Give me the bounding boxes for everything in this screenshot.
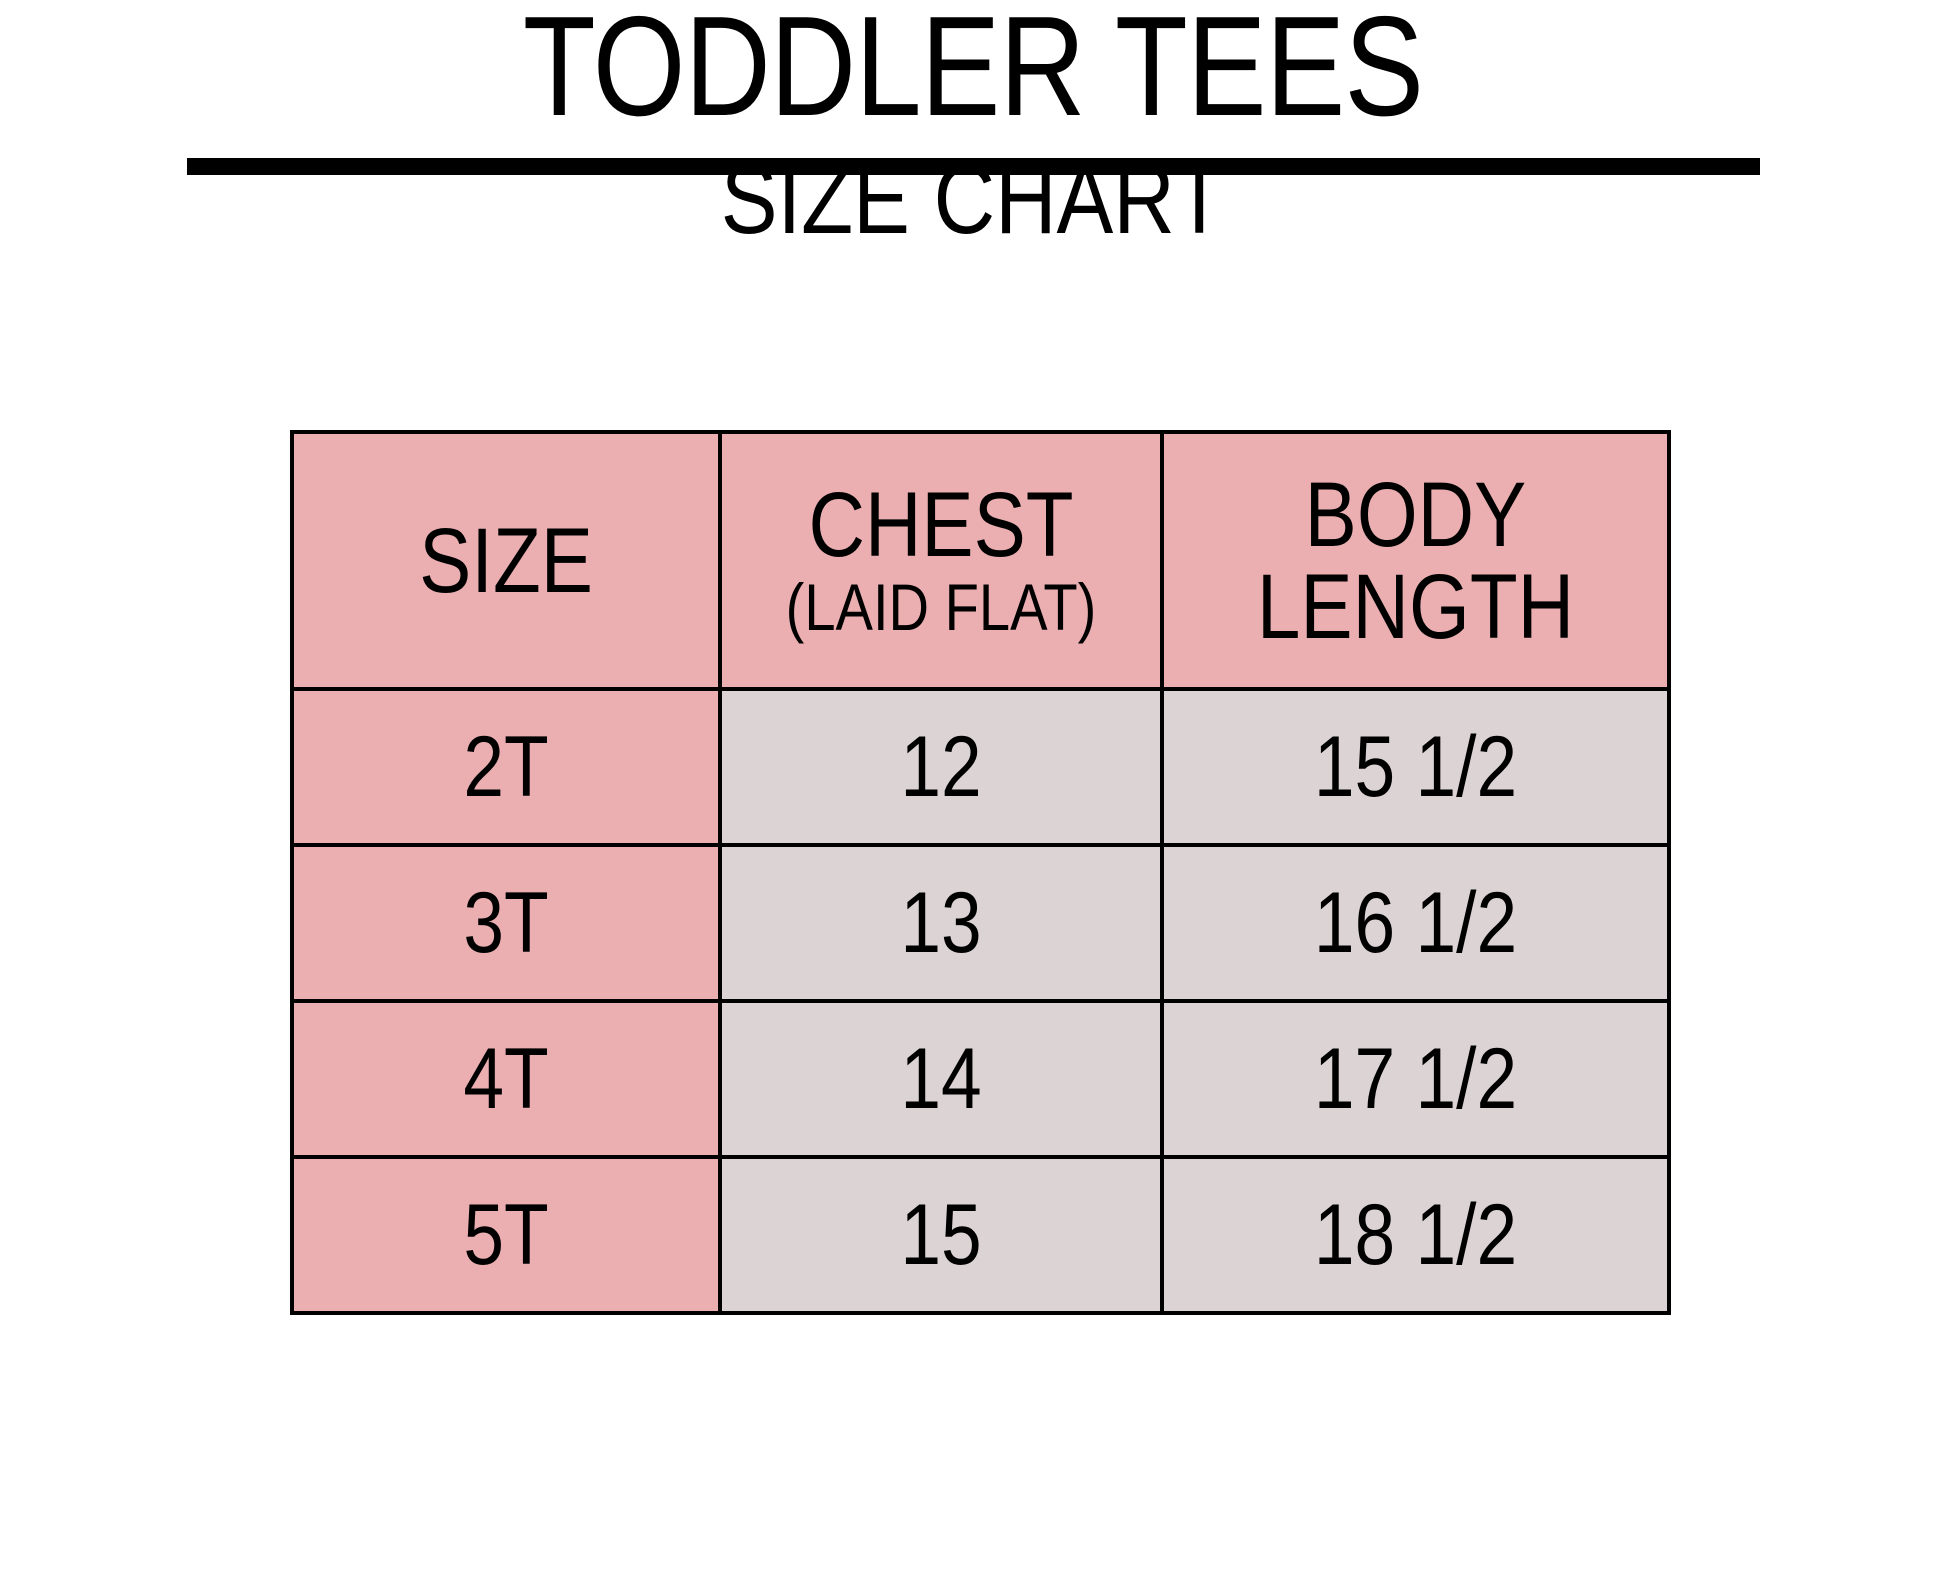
cell-chest-value: 12: [900, 719, 982, 815]
page-title: TODDLER TEES: [522, 0, 1424, 146]
column-header-length-label: LENGTH: [1256, 555, 1575, 658]
size-chart-table: SIZE CHEST (LAID FLAT) BODY LENGTH 2T 12: [290, 430, 1671, 1315]
cell-chest: 14: [718, 999, 1164, 1159]
cell-chest: 15: [718, 1155, 1164, 1315]
column-header-body-label: BODY: [1304, 463, 1527, 566]
cell-size: 4T: [290, 999, 722, 1159]
cell-size: 3T: [290, 843, 722, 1003]
table-row: 4T 14 17 1/2: [290, 999, 1671, 1159]
table-row: 5T 15 18 1/2: [290, 1155, 1671, 1315]
column-header-chest-label: CHEST: [808, 473, 1074, 576]
cell-chest-value: 13: [900, 875, 982, 971]
cell-body-length-value: 18 1/2: [1313, 1187, 1518, 1283]
cell-chest: 12: [718, 687, 1164, 847]
cell-body-length-value: 15 1/2: [1313, 719, 1518, 815]
cell-size: 5T: [290, 1155, 722, 1315]
cell-body-length-value: 16 1/2: [1313, 875, 1518, 971]
column-header-body-length: BODY LENGTH: [1160, 430, 1671, 691]
cell-body-length: 16 1/2: [1160, 843, 1671, 1003]
cell-body-length: 18 1/2: [1160, 1155, 1671, 1315]
cell-size-value: 5T: [463, 1187, 549, 1283]
table-header-row: SIZE CHEST (LAID FLAT) BODY LENGTH: [290, 430, 1671, 691]
table-row: 2T 12 15 1/2: [290, 687, 1671, 847]
title-divider-rule: [187, 158, 1760, 175]
column-header-size: SIZE: [290, 430, 722, 691]
cell-size-value: 2T: [463, 719, 549, 815]
table-row: 3T 13 16 1/2: [290, 843, 1671, 1003]
cell-body-length-value: 17 1/2: [1313, 1031, 1518, 1127]
cell-size: 2T: [290, 687, 722, 847]
cell-size-value: 3T: [463, 875, 549, 971]
cell-body-length: 17 1/2: [1160, 999, 1671, 1159]
cell-chest-value: 15: [900, 1187, 982, 1283]
column-header-size-label: SIZE: [419, 509, 593, 612]
cell-body-length: 15 1/2: [1160, 687, 1671, 847]
page-subtitle: SIZE CHART: [720, 143, 1226, 254]
cell-chest-value: 14: [900, 1031, 982, 1127]
column-header-chest: CHEST (LAID FLAT): [718, 430, 1164, 691]
cell-chest: 13: [718, 843, 1164, 1003]
cell-size-value: 4T: [463, 1031, 549, 1127]
column-header-chest-sublabel: (LAID FLAT): [785, 569, 1097, 644]
